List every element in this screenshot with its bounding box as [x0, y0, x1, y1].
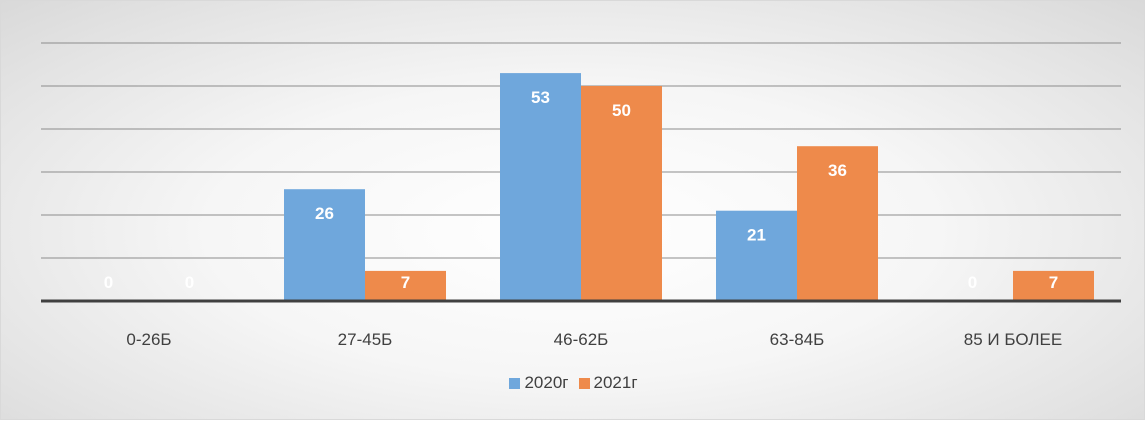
data-label-1-4: 21: [747, 226, 766, 245]
legend-item-2020: 2020г: [509, 373, 569, 393]
legend-swatch-2021: [578, 377, 590, 389]
legend-label-2021: 2021г: [593, 373, 638, 392]
data-label-1-1: 0: [104, 273, 113, 292]
category-label-4: 63-84Б: [770, 330, 825, 349]
data-label-2-2: 7: [401, 273, 410, 292]
legend-label-2020: 2020г: [524, 373, 569, 392]
bar-2-5: [1013, 270, 1094, 301]
legend-swatch-2020: [509, 377, 521, 389]
data-label-2-1: 0: [185, 273, 194, 292]
category-label-2: 27-45Б: [338, 330, 393, 349]
data-label-1-5: 0: [968, 273, 977, 292]
bar-2-2: [365, 270, 446, 301]
bar-2-3: [581, 86, 662, 301]
bar-1-3: [500, 73, 581, 301]
bar-2-4: [797, 146, 878, 301]
bar-1-2: [284, 189, 365, 301]
category-label-5: 85 И БОЛЕЕ: [964, 330, 1062, 349]
data-label-2-5: 7: [1049, 273, 1058, 292]
bar-1-4: [716, 210, 797, 301]
data-label-2-3: 50: [612, 101, 631, 120]
data-label-1-2: 26: [315, 204, 334, 223]
data-label-2-4: 36: [828, 161, 847, 180]
legend-item-2021: 2021г: [578, 373, 638, 393]
data-label-1-3: 53: [531, 88, 550, 107]
chart-legend: 2020г 2021г: [1, 373, 1145, 393]
category-label-1: 0-26Б: [126, 330, 171, 349]
category-label-3: 46-62Б: [554, 330, 609, 349]
